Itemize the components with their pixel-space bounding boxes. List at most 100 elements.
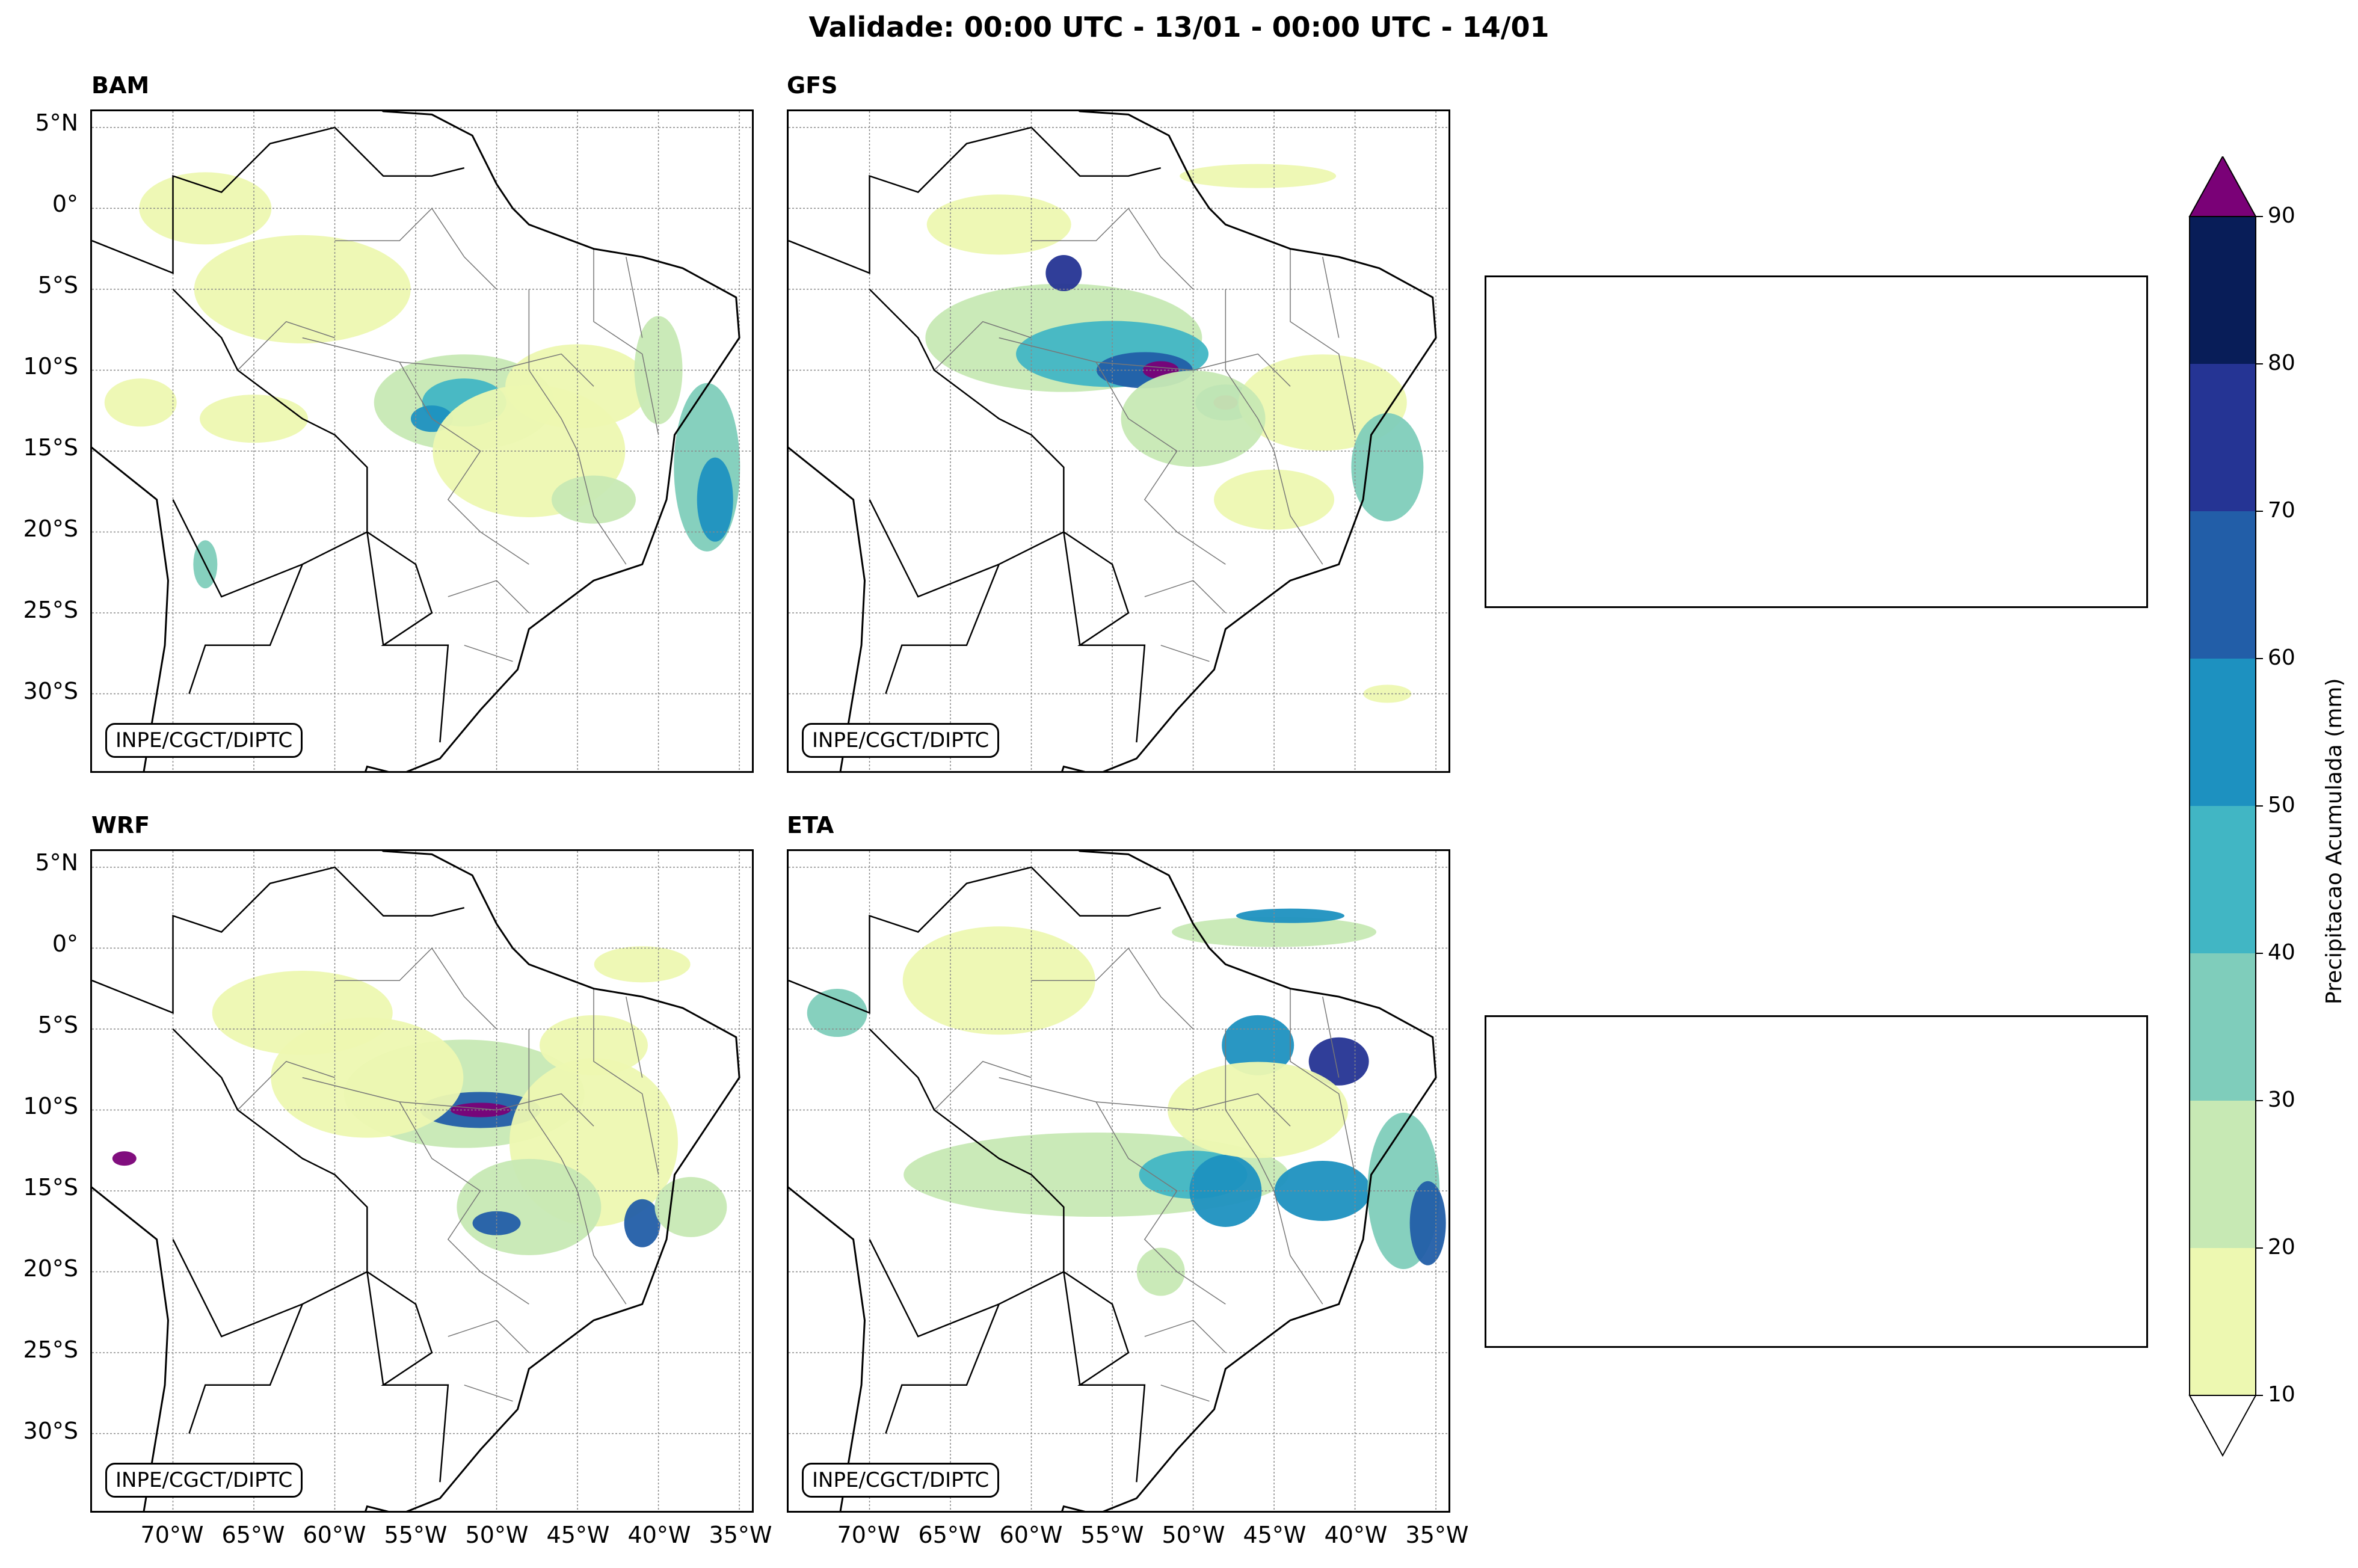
country-border	[789, 866, 1032, 1014]
lat-label: 0°	[52, 191, 78, 217]
precip-cell	[1363, 684, 1412, 703]
precip-cell	[594, 946, 691, 983]
state-border	[1225, 289, 1275, 452]
precip-cell	[1409, 1181, 1446, 1265]
state-border	[302, 1077, 594, 1127]
map-bam-svg	[92, 111, 752, 771]
map-panel-bam: INPE/CGCT/DIPTC	[90, 109, 754, 773]
state-border	[577, 450, 627, 565]
state-border	[237, 321, 335, 370]
state-border	[1290, 988, 1356, 1175]
colorbar-segment	[2190, 1248, 2256, 1395]
precip-cell	[1236, 908, 1344, 923]
lat-label: 15°S	[23, 1174, 78, 1201]
country-border	[789, 126, 1032, 274]
country-border	[366, 532, 384, 645]
precip-cell	[212, 971, 393, 1056]
country-border	[1030, 867, 1162, 917]
country-border	[869, 289, 1146, 743]
coastline	[1061, 111, 1437, 771]
map-panel-eta: INPE/CGCT/DIPTC	[787, 849, 1450, 1513]
lon-label: 45°W	[546, 1522, 610, 1548]
lat-label: 30°S	[23, 1418, 78, 1444]
colorbar-segment	[2190, 953, 2256, 1101]
coastline	[1061, 851, 1437, 1511]
country-border	[366, 1271, 384, 1385]
coastline	[365, 111, 740, 771]
state-border	[334, 947, 497, 1030]
colorbar-tick-label: 40	[2268, 940, 2295, 965]
precip-layer	[112, 946, 727, 1255]
country-border	[172, 1028, 449, 1483]
country-border	[172, 1239, 368, 1338]
precip-cell	[1180, 164, 1337, 188]
state-border	[302, 337, 594, 387]
colorbar-over-arrow	[2188, 156, 2257, 217]
lon-label: 55°W	[384, 1522, 448, 1548]
country-border	[188, 1303, 303, 1434]
credit-label: INPE/CGCT/DIPTC	[802, 723, 1000, 758]
colorbar-tick-label: 10	[2268, 1382, 2295, 1407]
country-border	[172, 499, 368, 598]
panel-title-gfs: GFS	[787, 72, 838, 99]
empty-panel-bottom	[1485, 1015, 2148, 1348]
state-border	[448, 580, 529, 613]
precip-cell	[634, 316, 683, 425]
panel-title-bam: BAM	[91, 72, 150, 99]
coastline-west	[789, 1186, 866, 1511]
lat-label: 5°N	[35, 109, 78, 136]
gridlines	[789, 111, 1448, 771]
state-border	[999, 337, 1291, 387]
colorbar-segment	[2190, 659, 2256, 806]
credit-label: INPE/CGCT/DIPTC	[802, 1463, 1000, 1498]
map-gfs-svg	[789, 111, 1448, 771]
credit-label: INPE/CGCT/DIPTC	[105, 1463, 303, 1498]
figure-title: Validade: 00:00 UTC - 13/01 - 00:00 UTC …	[808, 11, 1550, 43]
state-border	[626, 256, 643, 338]
country-border	[1063, 532, 1081, 645]
country-border	[869, 1028, 1146, 1483]
lon-label: 65°W	[221, 1522, 285, 1548]
coastline-west	[92, 1186, 169, 1511]
colorbar-tick-label: 20	[2268, 1235, 2295, 1259]
state-border	[399, 1101, 529, 1305]
state-border	[1160, 1385, 1210, 1402]
credit-label: INPE/CGCT/DIPTC	[105, 723, 303, 758]
country-border	[172, 289, 449, 743]
coastline-west	[92, 446, 169, 771]
lat-label: 15°S	[23, 434, 78, 461]
lon-label: 35°W	[709, 1522, 772, 1548]
state-border	[1095, 361, 1226, 565]
state-border	[1144, 1320, 1226, 1353]
country-border	[885, 564, 1000, 694]
precip-cell	[457, 1158, 602, 1255]
map-eta-svg	[789, 851, 1448, 1511]
state-border	[1322, 256, 1340, 338]
precip-cell	[1274, 1160, 1371, 1221]
state-border	[334, 208, 497, 290]
country-border	[1030, 127, 1162, 177]
empty-panel-top	[1485, 275, 2148, 608]
colorbar-tick-label: 80	[2268, 351, 2295, 375]
country-border	[188, 564, 303, 694]
colorbar-tick-label: 30	[2268, 1087, 2295, 1112]
country-border	[885, 1303, 1000, 1434]
coastline	[365, 851, 740, 1511]
precip-cell	[1308, 1037, 1369, 1086]
state-border	[593, 988, 659, 1175]
country-border	[334, 867, 465, 917]
state-border	[528, 1028, 578, 1191]
country-border	[869, 1239, 1064, 1338]
gridlines	[789, 851, 1448, 1511]
lon-label: 60°W	[999, 1522, 1063, 1548]
state-border	[237, 1060, 335, 1110]
colorbar-under-arrow	[2188, 1395, 2257, 1457]
state-border	[1031, 947, 1194, 1030]
precip-cell	[697, 457, 733, 542]
colorbar-segment	[2190, 806, 2256, 953]
state-border	[1290, 248, 1356, 435]
precip-layer	[925, 164, 1424, 703]
state-border	[399, 361, 529, 565]
lon-label: 40°W	[1324, 1522, 1388, 1548]
lat-label: 20°S	[23, 1255, 78, 1282]
